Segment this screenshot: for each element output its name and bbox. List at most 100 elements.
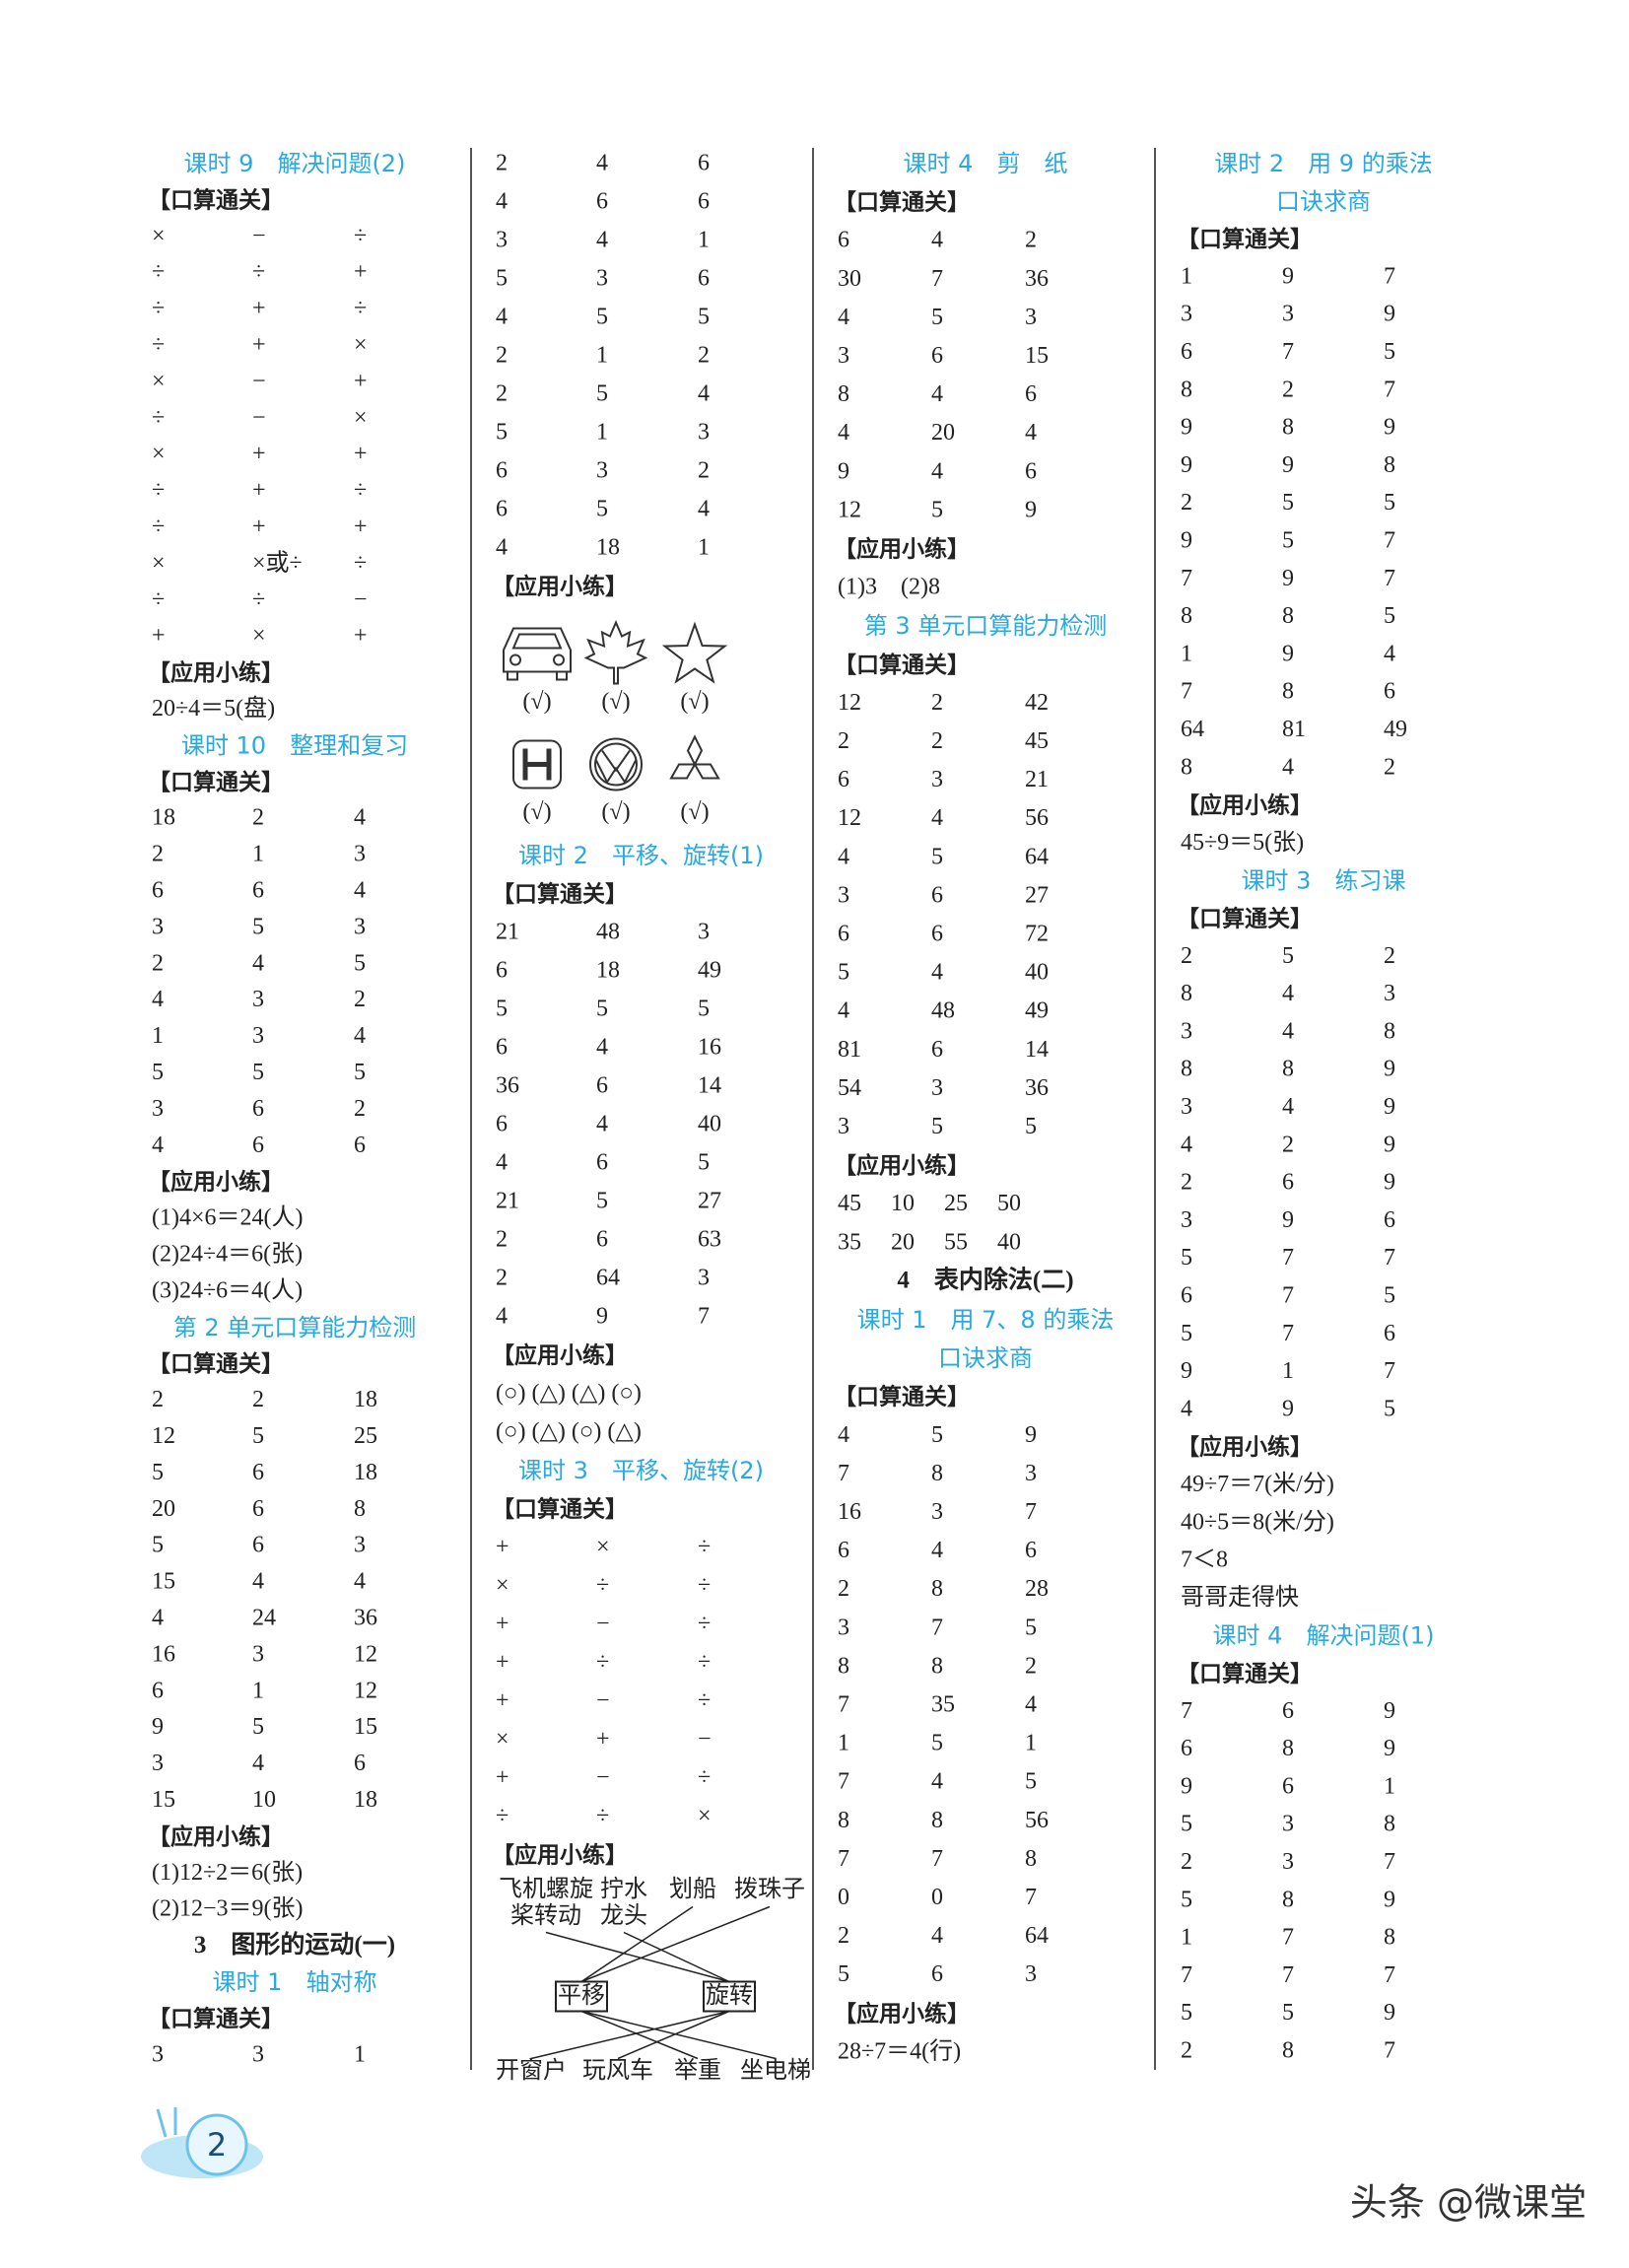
answer-cell: 12 — [838, 690, 861, 716]
answer-cell: 5 — [698, 305, 710, 330]
answer-cell: 5 — [1282, 528, 1294, 554]
answer-cell: 2 — [354, 987, 366, 1012]
answer-cell: 7 — [838, 1769, 849, 1795]
answer-cell: 6 — [152, 878, 164, 904]
answer-cell: 2 — [496, 343, 508, 369]
answer-cell: 8 — [1384, 1018, 1395, 1044]
answer-cell: 3 — [1181, 1018, 1192, 1044]
answer-cell: 4 — [354, 878, 366, 904]
answer-cell: 7 — [1025, 1885, 1037, 1910]
answer-cell: 49 — [1384, 717, 1407, 742]
answer-cell: 3 — [698, 420, 710, 446]
answer-cell: 7 — [1282, 1962, 1294, 1988]
answer-cell: + — [354, 369, 368, 394]
lesson-heading: 课时 2 用 9 的乘法 — [1214, 150, 1432, 177]
match-line — [530, 2010, 730, 2060]
answer-cell: × — [152, 223, 166, 248]
answer-cell: 45 — [838, 1191, 861, 1216]
answer-cell: 4 — [354, 1023, 366, 1049]
page-number: 2 — [207, 2126, 227, 2164]
answer-cell: 4 — [1282, 981, 1294, 1006]
answer-cell: × — [152, 442, 166, 467]
answer-cell: ÷ — [496, 1804, 509, 1829]
answer-cell: ÷ — [698, 1612, 711, 1637]
answer-cell: 4 — [152, 987, 164, 1012]
answer-cell: 5 — [931, 1731, 943, 1756]
answer-cell: 9 — [1181, 528, 1192, 554]
answer-cell: 21 — [496, 920, 519, 945]
answer-cell: 36 — [496, 1073, 519, 1099]
answer-cell: 9 — [1282, 1396, 1294, 1421]
answer-cell: 2 — [838, 1923, 849, 1949]
answer-cell: 3 — [931, 1499, 943, 1525]
answer-cell: 40 — [698, 1112, 721, 1137]
answer-line: 45÷9＝5(张) — [1181, 829, 1304, 856]
answer-cell: 7 — [1282, 1245, 1294, 1271]
answer-cell: × — [152, 550, 166, 576]
answer-cell: 6 — [931, 1961, 943, 1987]
logo-icon — [512, 739, 562, 790]
answer-cell: + — [496, 1765, 509, 1791]
section-label: 【应用小练】 — [834, 1152, 970, 1179]
answer-cell: 3 — [1384, 981, 1395, 1006]
answer-cell: 3 — [152, 914, 164, 939]
section-label: 【口算通关】 — [1177, 1661, 1313, 1687]
answer-cell: 6 — [596, 1150, 608, 1176]
answer-cell: 18 — [152, 805, 175, 831]
section-label: 【口算通关】 — [492, 1496, 628, 1523]
answer-cell: 8 — [838, 381, 849, 407]
answer-cell: 8 — [1384, 1812, 1395, 1837]
answer-cell: 7 — [838, 1692, 849, 1718]
answer-cell: 1 — [838, 1731, 849, 1756]
answer-cell: 4 — [931, 228, 943, 253]
answer-cell: 8 — [1181, 754, 1192, 780]
answer-cell: 5 — [152, 1533, 164, 1558]
answer-cell: 35 — [838, 1229, 861, 1255]
answer-cell: 5 — [838, 960, 849, 986]
answer-cell: 49 — [1025, 998, 1049, 1024]
answer-cell: 5 — [152, 1060, 164, 1085]
answer-cell: 4 — [838, 305, 849, 330]
answer-cell: 8 — [838, 1653, 849, 1679]
answer-cell: ×或÷ — [252, 549, 303, 576]
answer-cell: 5 — [354, 1060, 366, 1085]
answer-cell: 6 — [1384, 679, 1395, 705]
answer-cell: 1 — [1025, 1731, 1037, 1756]
answer-cell: + — [252, 478, 266, 504]
answer-cell: 48 — [931, 998, 955, 1024]
answer-cell: 15 — [354, 1714, 377, 1740]
answer-cell: 7 — [931, 1615, 943, 1640]
answer-cell: 7 — [1384, 1962, 1395, 1988]
answer-line: 28÷7＝4(行) — [838, 2037, 961, 2064]
answer-cell: 5 — [496, 420, 508, 446]
answer-cell: 81 — [838, 1037, 861, 1063]
answer-cell: 6 — [1025, 458, 1037, 484]
answer-cell: 4 — [152, 1606, 164, 1631]
answer-cell: − — [252, 405, 266, 431]
answer-cell: 6 — [1181, 339, 1192, 365]
answer-cell: 20 — [891, 1229, 915, 1255]
logo-icon — [589, 737, 643, 791]
answer-cell: 3 — [354, 842, 366, 867]
lesson-heading: 课时 1 用 7、8 的乘法 — [857, 1306, 1115, 1334]
match-middle-label: 旋转 — [706, 1982, 753, 2009]
answer-cell: 3 — [1025, 1961, 1037, 1987]
answer-cell: 36 — [354, 1606, 377, 1631]
answer-cell: 6 — [698, 189, 710, 215]
answer-cell: 5 — [252, 1060, 264, 1085]
answer-cell: 12 — [838, 805, 861, 831]
answer-cell: 9 — [1384, 415, 1395, 441]
answer-cell: 4 — [1282, 1018, 1294, 1044]
answer-cell: 18 — [354, 1787, 377, 1813]
answer-cell: 6 — [1384, 1207, 1395, 1233]
answer-cell: 5 — [252, 1714, 264, 1740]
answer-cell: × — [152, 369, 166, 394]
answer-cell: 6 — [838, 228, 849, 253]
answer-cell: 8 — [1282, 1736, 1294, 1761]
answer-cell: 64 — [1025, 844, 1049, 869]
section-label: 【应用小练】 — [148, 1823, 284, 1850]
answer-cell: 7 — [1025, 1499, 1037, 1525]
answer-cell: 21 — [496, 1189, 519, 1214]
match-bottom-label: 玩风车 — [582, 2057, 653, 2084]
answer-cell: 6 — [252, 1133, 264, 1158]
